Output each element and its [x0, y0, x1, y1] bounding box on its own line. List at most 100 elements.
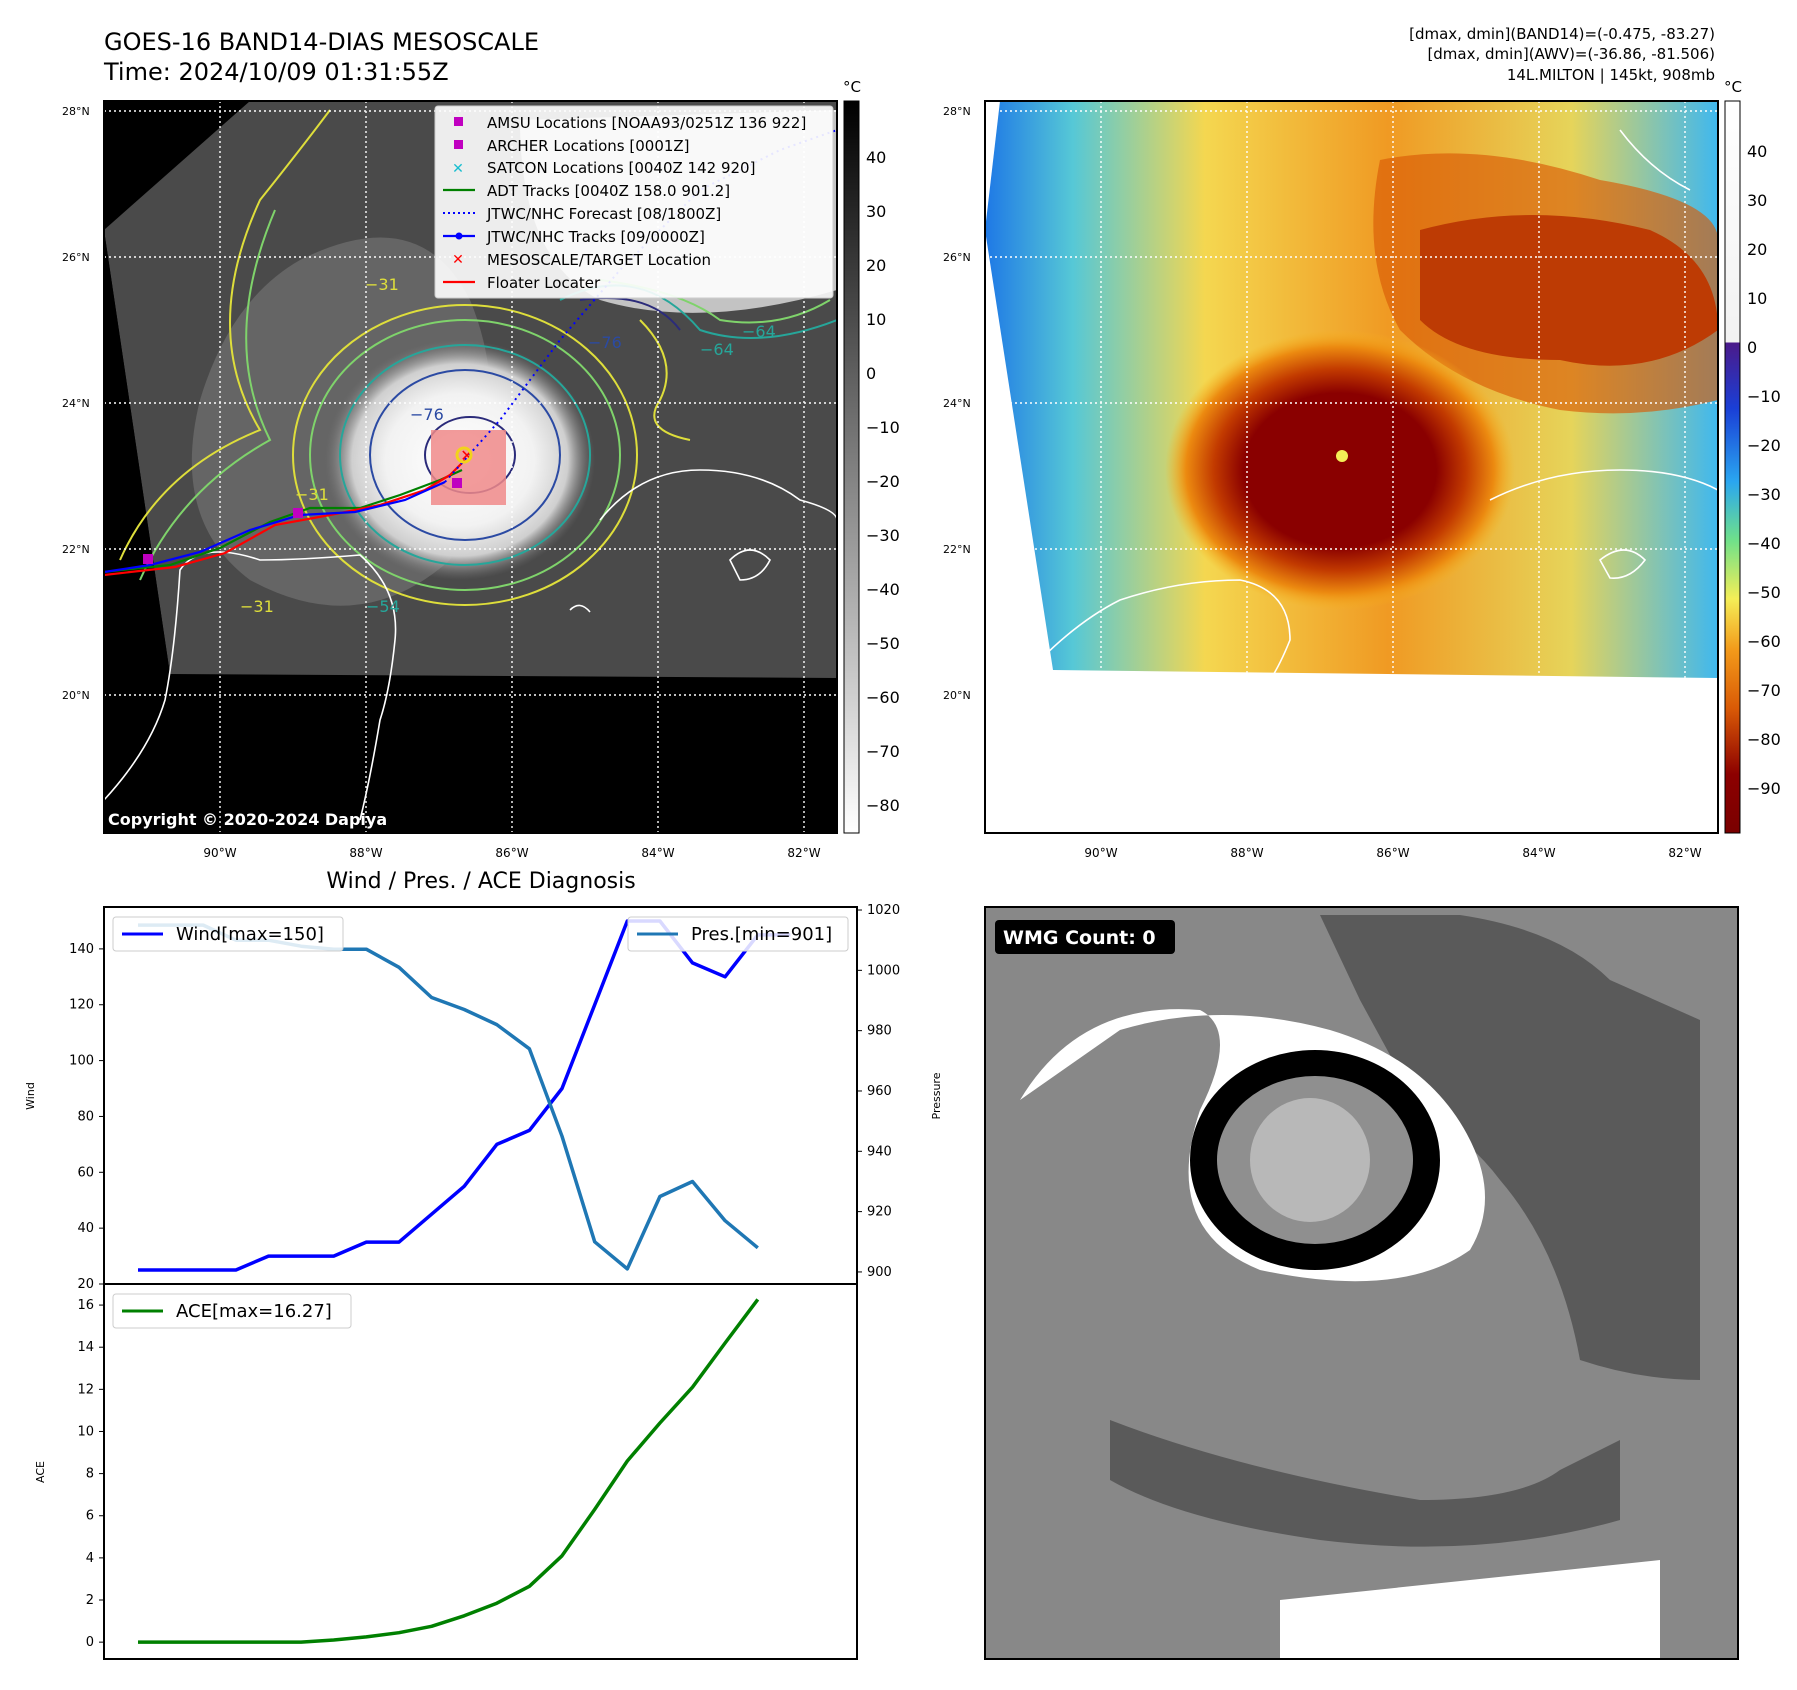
pressure-axis-label: Pressure	[930, 1072, 943, 1119]
svg-text:86°W: 86°W	[1376, 846, 1409, 860]
svg-text:−30: −30	[1747, 485, 1781, 504]
svg-text:−76: −76	[588, 333, 622, 352]
svg-text:−40: −40	[1747, 534, 1781, 553]
ace-tick-label: 6	[86, 1509, 94, 1524]
svg-text:−70: −70	[1747, 681, 1781, 700]
svg-text:26°N: 26°N	[62, 251, 90, 264]
svg-text:24°N: 24°N	[943, 397, 971, 410]
awv-lon-labels: 90°W 88°W 86°W 84°W 82°W	[1084, 846, 1701, 860]
ir-colorbar	[843, 100, 860, 834]
svg-text:−54: −54	[366, 597, 400, 616]
legend-floater: Floater Locater	[487, 274, 601, 292]
pressure-tick-label: 900	[867, 1265, 892, 1280]
svg-text:−64: −64	[700, 340, 734, 359]
ir-colorbar-ticks: 40 30 20 10 0 −10 −20 −30 −40 −50 −60 −7…	[866, 148, 900, 815]
svg-text:−50: −50	[866, 634, 900, 653]
pressure-tick-label: 940	[867, 1144, 892, 1159]
ir-lon-labels: 90°W 88°W 86°W 84°W 82°W	[203, 846, 820, 860]
eye-marker	[455, 446, 473, 464]
wind-axis-label: Wind	[24, 1082, 37, 1110]
svg-text:0: 0	[866, 364, 876, 383]
ace-tick-label: 2	[86, 1593, 94, 1608]
svg-text:−31: −31	[295, 485, 329, 504]
ace-tick-label: 12	[77, 1382, 94, 1397]
svg-text:10: 10	[866, 310, 886, 329]
ace-plot-area	[103, 1283, 858, 1660]
svg-text:28°N: 28°N	[62, 105, 90, 118]
awv-stats: [dmax, dmin](AWV)=(-36.86, -81.506)	[1427, 45, 1715, 63]
ir-map-panel: ✕ −76 −76 −64 −64 −54 −31 −31 −31 AMSU L…	[62, 78, 900, 860]
ir-coastline	[104, 469, 837, 821]
awv-coastline	[1039, 129, 1718, 681]
svg-text:30: 30	[1747, 191, 1767, 210]
pressure-legend-label: Pres.[min=901]	[691, 924, 832, 945]
wmg-eye	[1250, 1098, 1370, 1222]
band14-stats: [dmax, dmin](BAND14)=(-0.475, -83.27)	[1409, 25, 1715, 43]
awv-colorbar-unit: °C	[1724, 78, 1742, 96]
svg-text:0: 0	[1747, 338, 1757, 357]
ace-y-ticks: 0 2 4 6 8 10 12 14 16	[77, 1298, 104, 1650]
wind-legend: Wind[max=150]	[112, 916, 344, 952]
svg-text:−10: −10	[1747, 387, 1781, 406]
wind-tick-label: 100	[69, 1054, 94, 1069]
svg-text:84°W: 84°W	[641, 846, 674, 860]
svg-text:−64: −64	[742, 322, 776, 341]
pressure-tick-label: 1000	[867, 963, 900, 978]
svg-text:26°N: 26°N	[943, 251, 971, 264]
svg-text:−30: −30	[866, 526, 900, 545]
ace-line	[138, 1298, 760, 1644]
svg-text:90°W: 90°W	[1084, 846, 1117, 860]
svg-text:40: 40	[1747, 142, 1767, 161]
svg-text:−10: −10	[866, 418, 900, 437]
figure-time: Time: 2024/10/09 01:31:55Z	[103, 58, 449, 86]
wind-tick-label: 40	[77, 1221, 94, 1236]
svg-text:86°W: 86°W	[495, 846, 528, 860]
storm-info: 14L.MILTON | 145kt, 908mb	[1507, 66, 1715, 84]
legend-forecast: JTWC/NHC Forecast [08/1800Z]	[486, 205, 721, 223]
svg-text:90°W: 90°W	[203, 846, 236, 860]
floater-box	[431, 430, 506, 505]
svg-text:30: 30	[866, 202, 886, 221]
wmg-badge	[995, 920, 1175, 954]
svg-text:24°N: 24°N	[62, 397, 90, 410]
svg-text:−31: −31	[365, 275, 399, 294]
svg-text:10: 10	[1747, 289, 1767, 308]
wind-plot-area	[103, 906, 858, 1285]
wind-tick-label: 80	[77, 1109, 94, 1124]
svg-text:−90: −90	[1747, 779, 1781, 798]
copyright-label: Copyright © 2020-2024 Dapiya	[108, 810, 387, 829]
ace-tick-label: 4	[86, 1551, 94, 1566]
awv-colorbar-ticks: 40 30 20 10 0 −10 −20 −30 −40 −50 −60 −7…	[1747, 142, 1781, 798]
awv-eye	[1336, 450, 1348, 462]
svg-text:−60: −60	[1747, 632, 1781, 651]
ir-colorbar-unit: °C	[843, 78, 861, 96]
wind-pressure-chart: Wind / Pres. / ACE Diagnosis Wind Pressu…	[24, 869, 943, 1292]
wind-legend-label: Wind[max=150]	[176, 924, 324, 945]
pressure-tick-label: 920	[867, 1205, 892, 1220]
svg-text:20: 20	[1747, 240, 1767, 259]
floater-track	[104, 459, 466, 577]
legend-satcon: SATCON Locations [0040Z 142 920]	[487, 159, 755, 177]
svg-text:−20: −20	[1747, 436, 1781, 455]
legend-archer: ARCHER Locations [0001Z]	[487, 137, 690, 155]
contour-labels: −76 −76 −64 −64 −54 −31 −31 −31	[240, 275, 776, 616]
wind-tick-label: 60	[77, 1165, 94, 1180]
svg-text:−50: −50	[1747, 583, 1781, 602]
ace-tick-label: 0	[86, 1635, 94, 1650]
svg-text:20: 20	[866, 256, 886, 275]
ace-tick-label: 14	[77, 1340, 94, 1355]
ir-legend: AMSU Locations [NOAA93/0251Z 136 922] AR…	[434, 105, 834, 299]
pressure-y-ticks: 900 920 940 960 980 1000 1020	[857, 903, 900, 1280]
legend-adt: ADT Tracks [0040Z 158.0 901.2]	[487, 182, 730, 200]
svg-text:−70: −70	[866, 742, 900, 761]
legend-amsu: AMSU Locations [NOAA93/0251Z 136 922]	[487, 114, 806, 132]
ir-contours	[119, 109, 837, 606]
svg-text:28°N: 28°N	[943, 105, 971, 118]
ace-tick-label: 8	[86, 1467, 94, 1482]
svg-text:−31: −31	[240, 597, 274, 616]
svg-text:82°W: 82°W	[787, 846, 820, 860]
target-marker-icon: ✕	[452, 252, 464, 268]
legend-jtwc-tracks: JTWC/NHC Tracks [09/0000Z]	[486, 228, 705, 246]
